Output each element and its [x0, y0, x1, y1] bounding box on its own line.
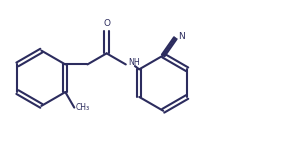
- Text: NH: NH: [128, 58, 140, 67]
- Text: N: N: [178, 32, 185, 41]
- Text: O: O: [103, 19, 110, 28]
- Text: CH₃: CH₃: [76, 103, 90, 112]
